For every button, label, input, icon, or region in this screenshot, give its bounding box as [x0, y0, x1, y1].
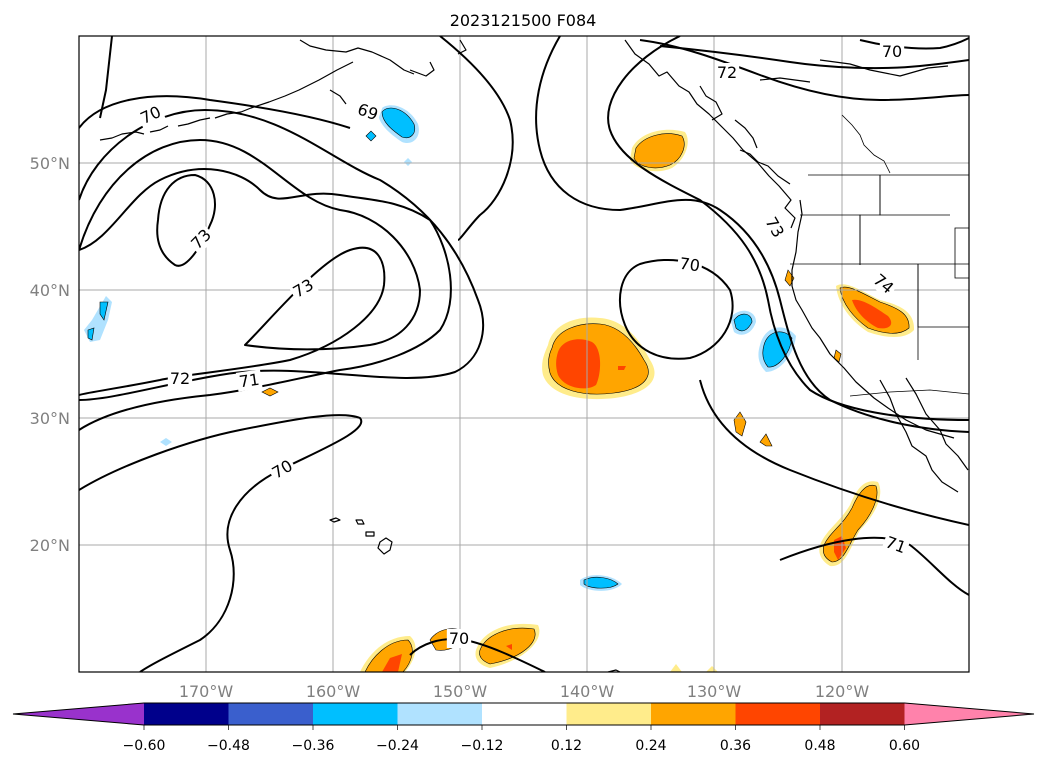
map-area: 70 69 73 73 72 71 70 72 70 70 73 74 71 7…	[79, 36, 969, 672]
negative-anomaly-patch	[99, 301, 109, 321]
anomaly-fill-layer	[84, 105, 915, 672]
colorbar-segment	[735, 703, 820, 725]
colorbar-tick-marks	[143, 725, 905, 730]
positive-anomaly-patch	[852, 299, 892, 329]
colorbar-segment	[144, 703, 229, 725]
colorbar: −0.60 −0.48 −0.36 −0.24 −0.12 0.12 0.24 …	[12, 702, 1035, 754]
lat-tick-label: 30°N	[30, 409, 70, 428]
colorbar-segment	[228, 703, 313, 725]
positive-anomaly-patch	[364, 639, 413, 672]
lon-tick-label: 120°W	[815, 682, 870, 701]
contour-label-halo	[760, 211, 790, 243]
contour-label: 71	[238, 370, 261, 392]
map-frame	[78, 35, 970, 673]
contour-label-halo	[353, 98, 383, 125]
contour-label: 70	[678, 254, 701, 276]
negative-anomaly-patch	[365, 130, 377, 142]
colorbar-tick-label: −0.36	[292, 738, 335, 754]
colorbar-tick-label: 0.12	[551, 738, 582, 754]
figure-title: 2023121500 F084	[450, 11, 597, 30]
contour-label: 70	[269, 456, 296, 483]
colorbar-segment	[651, 703, 736, 725]
contour-label: 70	[882, 42, 902, 61]
colorbar-tick-label: 0.48	[804, 738, 835, 754]
negative-anomaly-patch	[87, 327, 95, 341]
contour-label: 74	[870, 270, 898, 298]
coastlines	[99, 39, 969, 672]
colorbar-segment	[482, 703, 567, 725]
contour-label: 72	[717, 63, 737, 82]
positive-anomaly-patch	[261, 387, 279, 397]
colorbar-tick-label: 0.24	[635, 738, 666, 754]
negative-anomaly-patch	[733, 313, 753, 332]
positive-anomaly-patch	[382, 654, 402, 672]
colorbar-under-triangle	[13, 703, 144, 725]
colorbar-tick-label: −0.48	[207, 738, 250, 754]
colorbar-tick-label: 0.60	[889, 738, 920, 754]
colorbar-segment	[313, 703, 398, 725]
graticule	[79, 36, 969, 672]
positive-anomaly-patch	[706, 666, 718, 672]
contour-label-halo	[167, 369, 193, 388]
positive-anomaly-patch	[759, 433, 773, 447]
negative-anomaly-patch	[381, 107, 415, 139]
positive-anomaly-patch	[822, 484, 878, 563]
contour-label: 72	[170, 369, 190, 388]
contour-label-halo	[266, 454, 298, 484]
colorbar-segment	[397, 703, 482, 725]
contour-label: 70	[449, 629, 469, 648]
colorbar-tick-label: −0.12	[461, 738, 504, 754]
positive-anomaly-patch	[633, 133, 685, 169]
contour-label-halo	[714, 63, 740, 82]
contour-label-halo	[676, 253, 704, 276]
positive-anomaly-patch	[833, 349, 842, 363]
colorbar-tick-label: −0.60	[123, 738, 166, 754]
lat-tick-label: 20°N	[30, 536, 70, 555]
lon-tick-label: 160°W	[306, 682, 361, 701]
lon-tick-label: 170°W	[179, 682, 234, 701]
latitude-tick-labels: 50°N 40°N 30°N 20°N	[30, 154, 70, 555]
contour-label: 70	[137, 102, 163, 128]
contour-label-halo	[879, 42, 905, 61]
longitude-tick-labels: 170°W 160°W 150°W 140°W 130°W 120°W	[179, 682, 870, 701]
political-borders	[790, 114, 969, 397]
positive-anomaly-patch	[670, 664, 682, 672]
negative-anomaly-patch	[404, 158, 412, 166]
contour-label-halo	[185, 223, 217, 255]
negative-anomaly-patch	[583, 576, 619, 589]
lon-tick-label: 130°W	[687, 682, 742, 701]
lon-tick-label: 150°W	[433, 682, 488, 701]
colorbar-over-triangle	[904, 703, 1034, 725]
colorbar-segment	[820, 703, 905, 725]
contour-label-halo	[287, 273, 319, 303]
positive-anomaly-patch	[784, 269, 795, 287]
negative-anomaly-patch	[160, 438, 172, 446]
colorbar-tick-label: −0.24	[376, 738, 419, 754]
contour-label-halo	[135, 101, 166, 129]
positive-anomaly-patch	[618, 366, 626, 370]
contour-label: 73	[290, 275, 317, 302]
lon-tick-label: 140°W	[560, 682, 615, 701]
positive-anomaly-patch	[506, 644, 512, 650]
contour-lines	[79, 36, 969, 672]
colorbar-tick-label: 0.36	[720, 738, 751, 754]
lat-tick-label: 40°N	[30, 281, 70, 300]
contour-label: 73	[761, 214, 788, 241]
lat-tick-label: 50°N	[30, 154, 70, 173]
contour-label-halo	[881, 531, 911, 558]
positive-anomaly-patch	[556, 339, 601, 389]
contour-label-halo	[868, 268, 899, 299]
positive-anomaly-patch	[733, 411, 747, 437]
colorbar-segment	[566, 703, 651, 725]
contour-label-halo	[446, 629, 472, 648]
contour-label: 73	[187, 225, 215, 253]
contour-label-halo	[235, 369, 263, 392]
